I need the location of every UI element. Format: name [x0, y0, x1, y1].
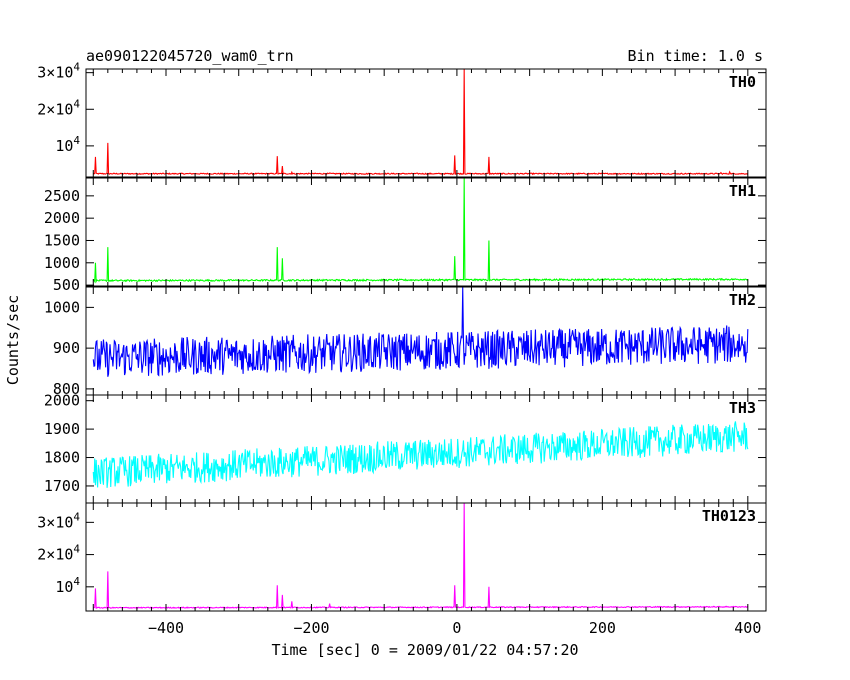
panel-name-label: TH0123: [702, 507, 756, 525]
series-line-th2: [92, 286, 749, 377]
x-tick-label: −200: [293, 619, 329, 637]
panel-th2: 800 900 1000 TH2: [44, 286, 767, 398]
y-tick-label: 2500: [44, 187, 80, 205]
y-tick-label: 1000: [44, 254, 80, 272]
y-tick-label: 1900: [44, 420, 80, 438]
panel-th3: 1700 1800 1900 2000 TH3: [44, 392, 767, 504]
series-line-th0: [93, 68, 749, 176]
panel-name-label: TH2: [729, 291, 756, 309]
y-tick-label: 2000: [44, 209, 80, 227]
y-tick-label: 104: [55, 134, 80, 155]
x-tick-label: 200: [589, 619, 616, 637]
x-tick-label: 0: [452, 619, 461, 637]
panel-th1: 500 1000 1500 2000 2500 TH1: [44, 177, 767, 294]
x-tick-label: −400: [148, 619, 184, 637]
panel-name-label: TH0: [729, 73, 756, 91]
y-axis-label: Counts/sec: [4, 295, 22, 385]
panel-frame: [85, 502, 767, 612]
panels-group: 104 2×104 3×104 TH0 500 1000 1500 2000 2500 TH1 80…: [37, 61, 767, 612]
panel-name-label: TH1: [729, 182, 756, 200]
series-line-th1: [92, 177, 749, 284]
y-tick-label: 3×104: [37, 510, 80, 531]
y-tick-label: 2×104: [37, 543, 80, 564]
y-tick-label: 2×104: [37, 97, 80, 118]
panel-th0123: 104 2×104 3×104 TH0123: [37, 502, 767, 612]
panel-frame: [85, 68, 767, 178]
y-tick-label: 500: [53, 276, 80, 294]
y-tick-label: 1800: [44, 449, 80, 467]
y-tick-label: 1500: [44, 231, 80, 249]
y-tick-label: 2000: [44, 392, 80, 410]
x-tick-label: 400: [734, 619, 761, 637]
panel-th0: 104 2×104 3×104 TH0: [37, 61, 767, 178]
y-tick-label: 1700: [44, 477, 80, 495]
series-line-th0123: [93, 502, 749, 610]
y-tick-label: 104: [55, 575, 80, 596]
chart-title: ae090122045720_wam0_trn: [86, 47, 294, 65]
y-tick-label: 3×104: [37, 61, 80, 82]
panel-frame: [85, 177, 767, 287]
y-tick-label: 1000: [44, 298, 80, 316]
bin-time-label: Bin time: 1.0 s: [628, 47, 763, 65]
y-tick-label: 800: [53, 380, 80, 398]
panel-name-label: TH3: [729, 399, 756, 417]
series-line-th3: [92, 421, 749, 488]
y-tick-label: 900: [53, 339, 80, 357]
x-tick-labels: −400 −200 0 200 400: [148, 619, 761, 637]
x-axis-label: Time [sec] 0 = 2009/01/22 04:57:20: [271, 641, 578, 659]
